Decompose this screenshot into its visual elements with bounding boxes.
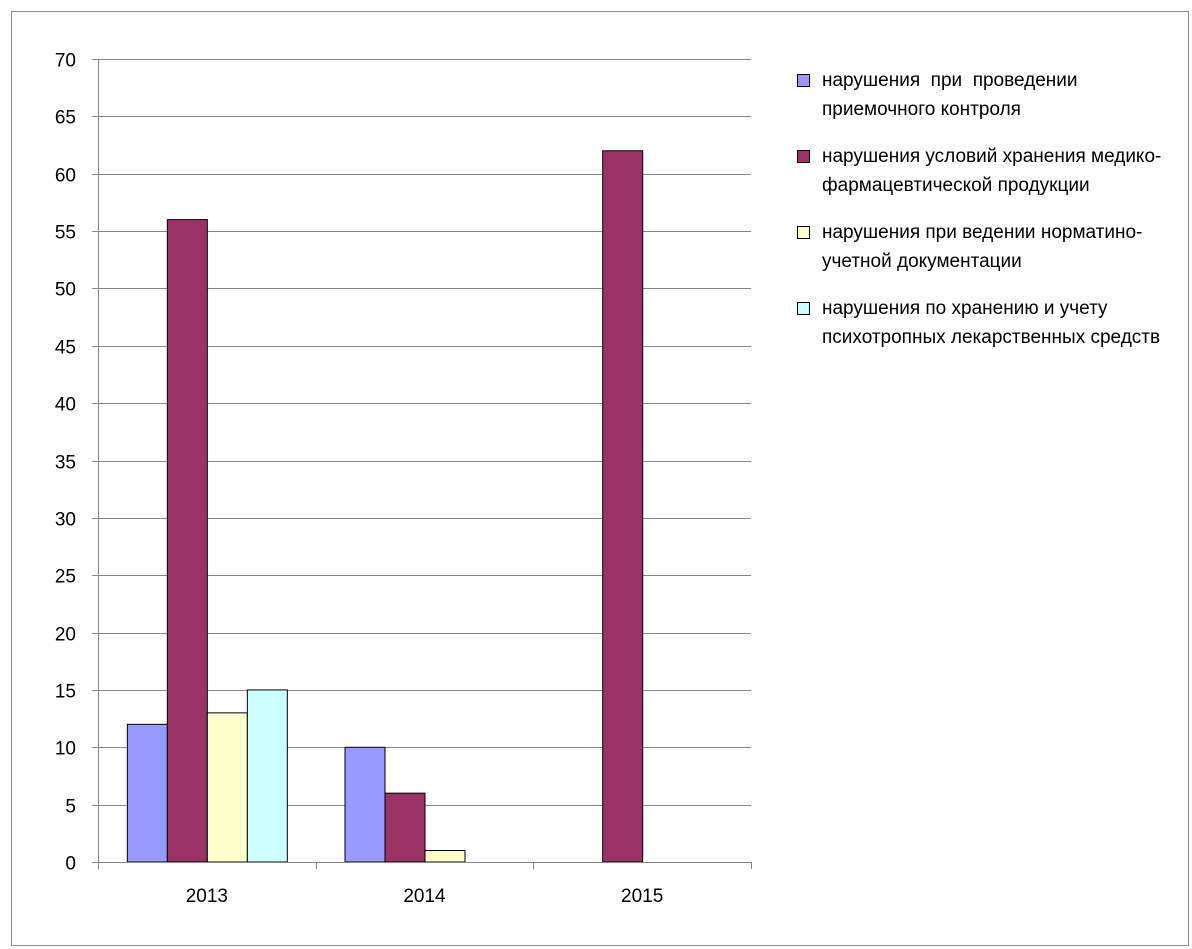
bar-2014-series-1 bbox=[344, 746, 386, 863]
y-tick-label: 40 bbox=[55, 395, 76, 416]
bar-2015-series-2 bbox=[602, 150, 644, 863]
legend-swatch bbox=[797, 74, 810, 87]
y-tick-label: 15 bbox=[55, 682, 76, 703]
x-tick-label: 2015 bbox=[621, 886, 663, 907]
y-tick-label: 10 bbox=[55, 739, 76, 760]
legend-swatch bbox=[797, 226, 810, 239]
y-tick-label: 30 bbox=[55, 510, 76, 531]
y-tick-label: 65 bbox=[55, 108, 76, 129]
bar-2014-series-2 bbox=[384, 792, 426, 863]
tick-labels: 0 5 10 15 20 25 30 35 40 45 50 55 60 65 70 2013 2014 2015 bbox=[55, 51, 663, 908]
legend: нарушения при проведении приемочного кон… bbox=[796, 66, 1186, 370]
legend-label: нарушения при ведении норматино-учетной … bbox=[822, 222, 1143, 272]
y-tick-label: 5 bbox=[65, 797, 76, 818]
axes bbox=[92, 59, 752, 869]
x-tick-label: 2013 bbox=[186, 886, 228, 907]
x-tick-label: 2014 bbox=[403, 886, 446, 907]
legend-label: нарушения по хранению и учету психотропн… bbox=[822, 298, 1161, 348]
bars bbox=[126, 150, 644, 863]
y-tick-label: 55 bbox=[55, 223, 76, 244]
legend-swatch bbox=[797, 150, 810, 163]
legend-label: нарушения условий хранения медико-фармац… bbox=[822, 146, 1162, 196]
y-tick-label: 45 bbox=[55, 338, 76, 359]
y-tick-label: 70 bbox=[55, 51, 76, 72]
y-tick-label: 20 bbox=[55, 625, 76, 646]
y-tick-label: 60 bbox=[55, 166, 76, 187]
bar-2013-series-3 bbox=[206, 712, 248, 863]
legend-item: нарушения при проведении приемочного кон… bbox=[796, 66, 1186, 124]
y-tick-label: 50 bbox=[55, 280, 76, 301]
legend-swatch bbox=[797, 302, 810, 315]
y-tick-label: 25 bbox=[55, 567, 76, 588]
bar-2013-series-2 bbox=[166, 219, 208, 863]
legend-item: нарушения по хранению и учету психотропн… bbox=[796, 294, 1186, 352]
bar-2013-series-1 bbox=[126, 723, 168, 863]
bar-2014-series-3 bbox=[424, 850, 466, 863]
y-tick-label: 35 bbox=[55, 453, 76, 474]
legend-item: нарушения при ведении норматино-учетной … bbox=[796, 218, 1186, 276]
bar-2013-series-4 bbox=[246, 689, 288, 863]
legend-item: нарушения условий хранения медико-фармац… bbox=[796, 142, 1186, 200]
y-tick-label: 0 bbox=[65, 854, 76, 875]
legend-label: нарушения при проведении приемочного кон… bbox=[822, 70, 1083, 120]
